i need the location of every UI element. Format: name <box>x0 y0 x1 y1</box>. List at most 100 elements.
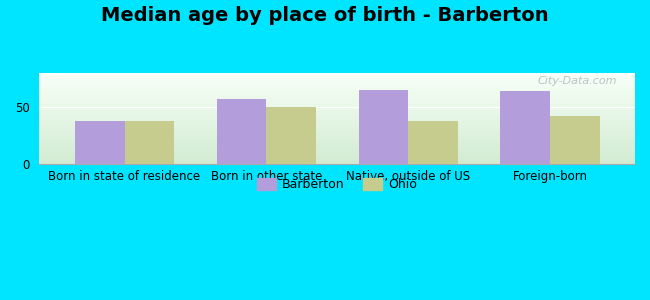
Bar <box>40 114 635 115</box>
Bar <box>40 98 635 100</box>
Bar <box>40 84 635 85</box>
Bar <box>40 146 635 147</box>
Bar <box>40 73 635 74</box>
Bar <box>40 140 635 141</box>
Bar <box>40 126 635 127</box>
Bar <box>40 133 635 134</box>
Bar <box>359 90 408 164</box>
Bar <box>40 155 635 156</box>
Bar <box>40 159 635 160</box>
Bar <box>40 122 635 123</box>
Bar <box>40 157 635 158</box>
Bar <box>40 128 635 129</box>
Bar <box>40 135 635 136</box>
Bar <box>408 121 458 164</box>
Text: Median age by place of birth - Barberton: Median age by place of birth - Barberton <box>101 6 549 25</box>
Bar <box>40 89 635 90</box>
Bar <box>40 116 635 117</box>
Bar <box>40 156 635 157</box>
Bar <box>40 80 635 81</box>
Bar <box>40 93 635 94</box>
Bar <box>40 118 635 119</box>
Bar <box>40 160 635 161</box>
Bar <box>40 83 635 84</box>
Bar <box>40 152 635 153</box>
Bar <box>40 110 635 111</box>
Bar <box>40 120 635 122</box>
Bar <box>40 147 635 148</box>
Bar <box>40 90 635 91</box>
Legend: Barberton, Ohio: Barberton, Ohio <box>252 173 422 196</box>
Bar <box>40 161 635 162</box>
Bar <box>40 141 635 142</box>
Bar <box>40 109 635 110</box>
Bar <box>40 130 635 131</box>
Bar <box>40 95 635 96</box>
Bar <box>75 121 125 164</box>
Bar <box>40 149 635 150</box>
Bar <box>40 125 635 126</box>
Bar <box>40 94 635 95</box>
Bar <box>40 85 635 86</box>
Bar <box>500 91 550 164</box>
Bar <box>40 79 635 80</box>
Bar <box>40 92 635 93</box>
Bar <box>40 82 635 83</box>
Bar <box>40 119 635 120</box>
Bar <box>40 96 635 97</box>
Bar <box>40 139 635 140</box>
Bar <box>40 153 635 154</box>
Bar <box>40 101 635 102</box>
Bar <box>40 100 635 101</box>
Bar <box>40 142 635 143</box>
Bar <box>40 111 635 112</box>
Bar <box>40 86 635 87</box>
Bar <box>40 112 635 113</box>
Bar <box>40 162 635 163</box>
Bar <box>40 117 635 118</box>
Bar <box>266 107 316 164</box>
Bar <box>40 100 635 101</box>
Bar <box>125 121 174 164</box>
Bar <box>40 151 635 152</box>
Bar <box>216 99 266 164</box>
Bar <box>40 163 635 164</box>
Bar <box>40 81 635 82</box>
Bar <box>40 160 635 161</box>
Bar <box>40 127 635 128</box>
Bar <box>40 118 635 119</box>
Bar <box>40 91 635 92</box>
Bar <box>40 138 635 139</box>
Bar <box>40 144 635 145</box>
Bar <box>40 124 635 125</box>
Bar <box>40 88 635 89</box>
Bar <box>40 123 635 124</box>
Bar <box>40 137 635 138</box>
Bar <box>40 78 635 79</box>
Bar <box>40 102 635 103</box>
Bar <box>40 154 635 155</box>
Bar <box>40 131 635 132</box>
Bar <box>40 75 635 76</box>
Bar <box>40 76 635 78</box>
Bar <box>40 87 635 88</box>
Bar <box>40 104 635 105</box>
Text: City-Data.com: City-Data.com <box>538 76 617 86</box>
Bar <box>40 107 635 108</box>
Bar <box>40 97 635 98</box>
Bar <box>40 106 635 107</box>
Bar <box>40 105 635 106</box>
Bar <box>40 113 635 114</box>
Bar <box>40 158 635 159</box>
Bar <box>40 132 635 133</box>
Bar <box>40 129 635 130</box>
Bar <box>40 143 635 144</box>
Bar <box>40 74 635 75</box>
Bar <box>40 145 635 146</box>
Bar <box>40 134 635 135</box>
Bar <box>40 148 635 149</box>
Bar <box>40 150 635 151</box>
Bar <box>40 115 635 116</box>
Bar <box>40 136 635 137</box>
Bar <box>40 108 635 109</box>
